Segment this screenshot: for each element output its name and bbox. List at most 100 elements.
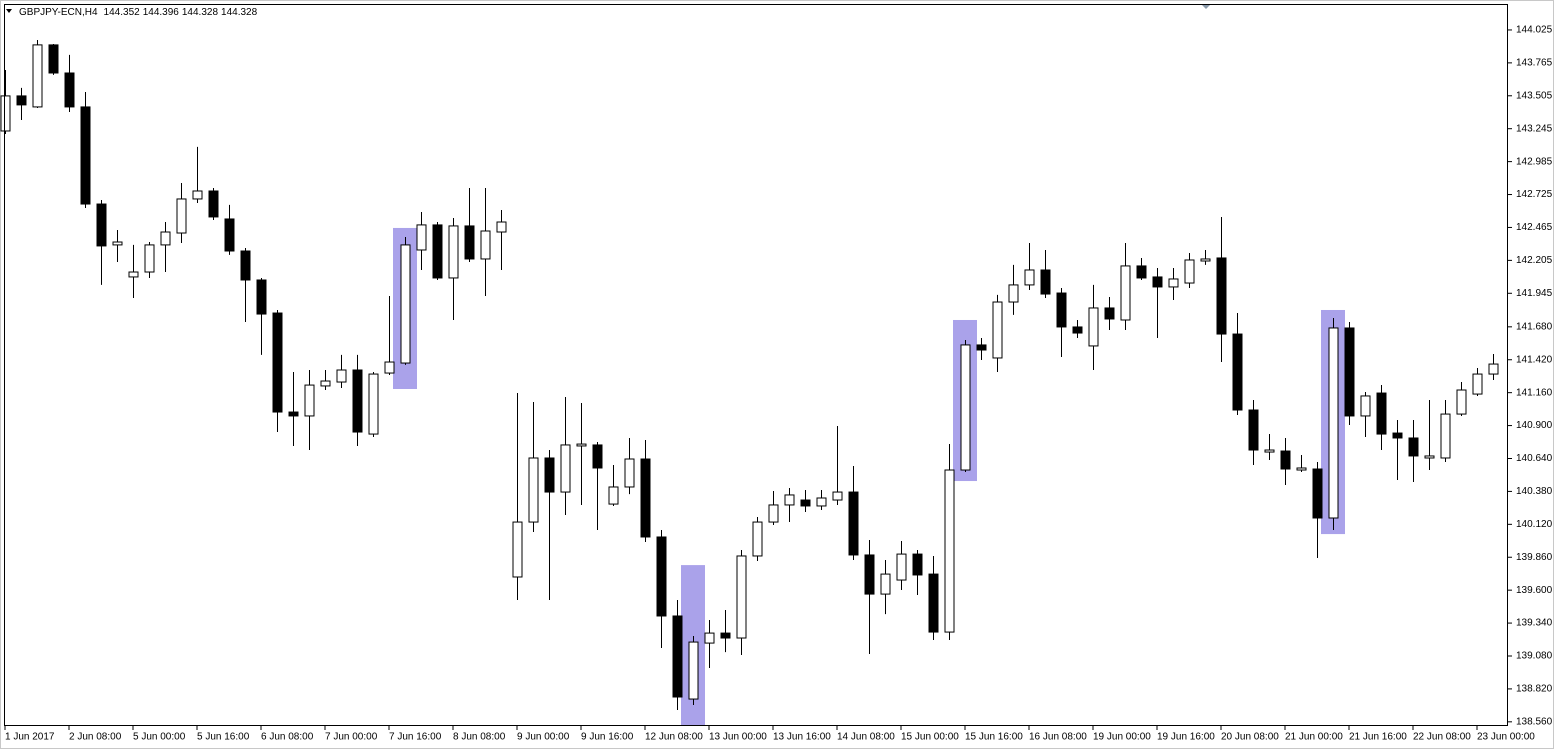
candle-body (112, 241, 123, 246)
candle-body (656, 536, 667, 617)
menu-triangle[interactable] (6, 9, 12, 13)
candle-body (1216, 257, 1227, 335)
x-tick-label: 14 Jun 08:00 (837, 732, 895, 743)
candle-body (368, 373, 379, 435)
x-tick-label: 20 Jun 08:00 (1221, 732, 1279, 743)
y-tick-label: 144.025 (1516, 25, 1553, 36)
candle-body (1008, 284, 1019, 303)
candle-body (336, 369, 347, 383)
candle-body (448, 225, 459, 279)
candle-body (32, 44, 43, 108)
y-tick-label: 141.945 (1516, 288, 1553, 299)
candle-body (832, 491, 843, 501)
candle-body (256, 279, 267, 315)
candle-body (1024, 269, 1035, 286)
candle-body (208, 190, 219, 218)
candle-body (496, 221, 507, 233)
candle-body (304, 384, 315, 417)
candle-body (912, 553, 923, 576)
candle-body (1168, 278, 1179, 288)
y-tick-label: 138.560 (1516, 716, 1553, 727)
candle-body (1472, 373, 1483, 395)
candle-body (128, 271, 139, 278)
x-tick-label: 15 Jun 16:00 (965, 732, 1023, 743)
candle-body (992, 301, 1003, 359)
candle-body (48, 44, 59, 74)
x-tick-label: 8 Jun 08:00 (453, 732, 506, 743)
y-tick-label: 141.680 (1516, 321, 1553, 332)
candle-body (896, 553, 907, 581)
x-tick-label: 2 Jun 08:00 (69, 732, 122, 743)
candle-body (416, 224, 427, 251)
y-tick-label: 142.725 (1516, 189, 1553, 200)
x-tick-label: 5 Jun 16:00 (197, 732, 250, 743)
candle-body (976, 344, 987, 351)
candle-body (1296, 467, 1307, 471)
candle-layer (0, 39, 1499, 711)
candle-body (1152, 276, 1163, 288)
candle-body (464, 225, 475, 260)
candle-body (1360, 395, 1371, 417)
y-tick-label: 142.985 (1516, 156, 1553, 167)
candle-body (80, 106, 91, 205)
candle-body (1184, 259, 1195, 284)
candle-body (1056, 292, 1067, 328)
candle-body (560, 444, 571, 493)
x-tick-label: 19 Jun 16:00 (1157, 732, 1215, 743)
candle-body (1232, 333, 1243, 411)
x-tick-label: 19 Jun 00:00 (1093, 732, 1151, 743)
candle-body (880, 573, 891, 595)
y-tick-label: 140.120 (1516, 519, 1553, 530)
candle-body (1248, 409, 1259, 451)
candle-body (192, 190, 203, 200)
candle-body (928, 573, 939, 633)
x-tick-label: 9 Jun 00:00 (517, 732, 570, 743)
x-tick-label: 16 Jun 08:00 (1029, 732, 1087, 743)
y-tick-label: 140.640 (1516, 453, 1553, 464)
x-tick-label: 5 Jun 00:00 (133, 732, 186, 743)
candle-body (160, 231, 171, 246)
candle-body (1264, 449, 1275, 453)
candle-body (0, 95, 11, 132)
header-high: 144.396 (143, 7, 180, 18)
candle-body (1072, 326, 1083, 334)
x-tick-label: 1 Jun 2017 (5, 732, 55, 743)
candle-body (1280, 450, 1291, 470)
y-tick-label: 143.505 (1516, 90, 1553, 101)
candle-body (704, 632, 715, 644)
y-tick-label: 141.420 (1516, 354, 1553, 365)
candle-body (352, 369, 363, 433)
candle-body (64, 72, 75, 108)
y-tick-label: 142.465 (1516, 222, 1553, 233)
candle-body (16, 95, 27, 106)
candle-body (592, 444, 603, 469)
y-tick-label: 139.340 (1516, 618, 1553, 629)
x-tick-label: 21 Jun 00:00 (1285, 732, 1343, 743)
x-tick-label: 7 Jun 16:00 (389, 732, 442, 743)
candle-body (768, 504, 779, 523)
y-tick-label: 143.245 (1516, 123, 1553, 134)
candle-body (528, 457, 539, 523)
candle-body (432, 224, 443, 279)
x-tick-label: 13 Jun 16:00 (773, 732, 831, 743)
candle-body (1440, 413, 1451, 459)
y-tick-label: 138.820 (1516, 684, 1553, 695)
candle-body (576, 443, 587, 447)
candle-body (640, 458, 651, 538)
candle-body (544, 457, 555, 493)
candle-body (240, 250, 251, 281)
candle-body (1040, 269, 1051, 295)
candle-body (848, 491, 859, 556)
x-tick-label: 21 Jun 16:00 (1349, 732, 1407, 743)
y-tick-label: 142.205 (1516, 255, 1553, 266)
candle-body (272, 312, 283, 413)
candle-body (1328, 327, 1339, 519)
candle-body (320, 380, 331, 387)
candle-body (96, 203, 107, 247)
candle-body (816, 497, 827, 507)
candle-body (512, 521, 523, 578)
y-tick-label: 143.765 (1516, 58, 1553, 69)
candle-body (784, 494, 795, 506)
